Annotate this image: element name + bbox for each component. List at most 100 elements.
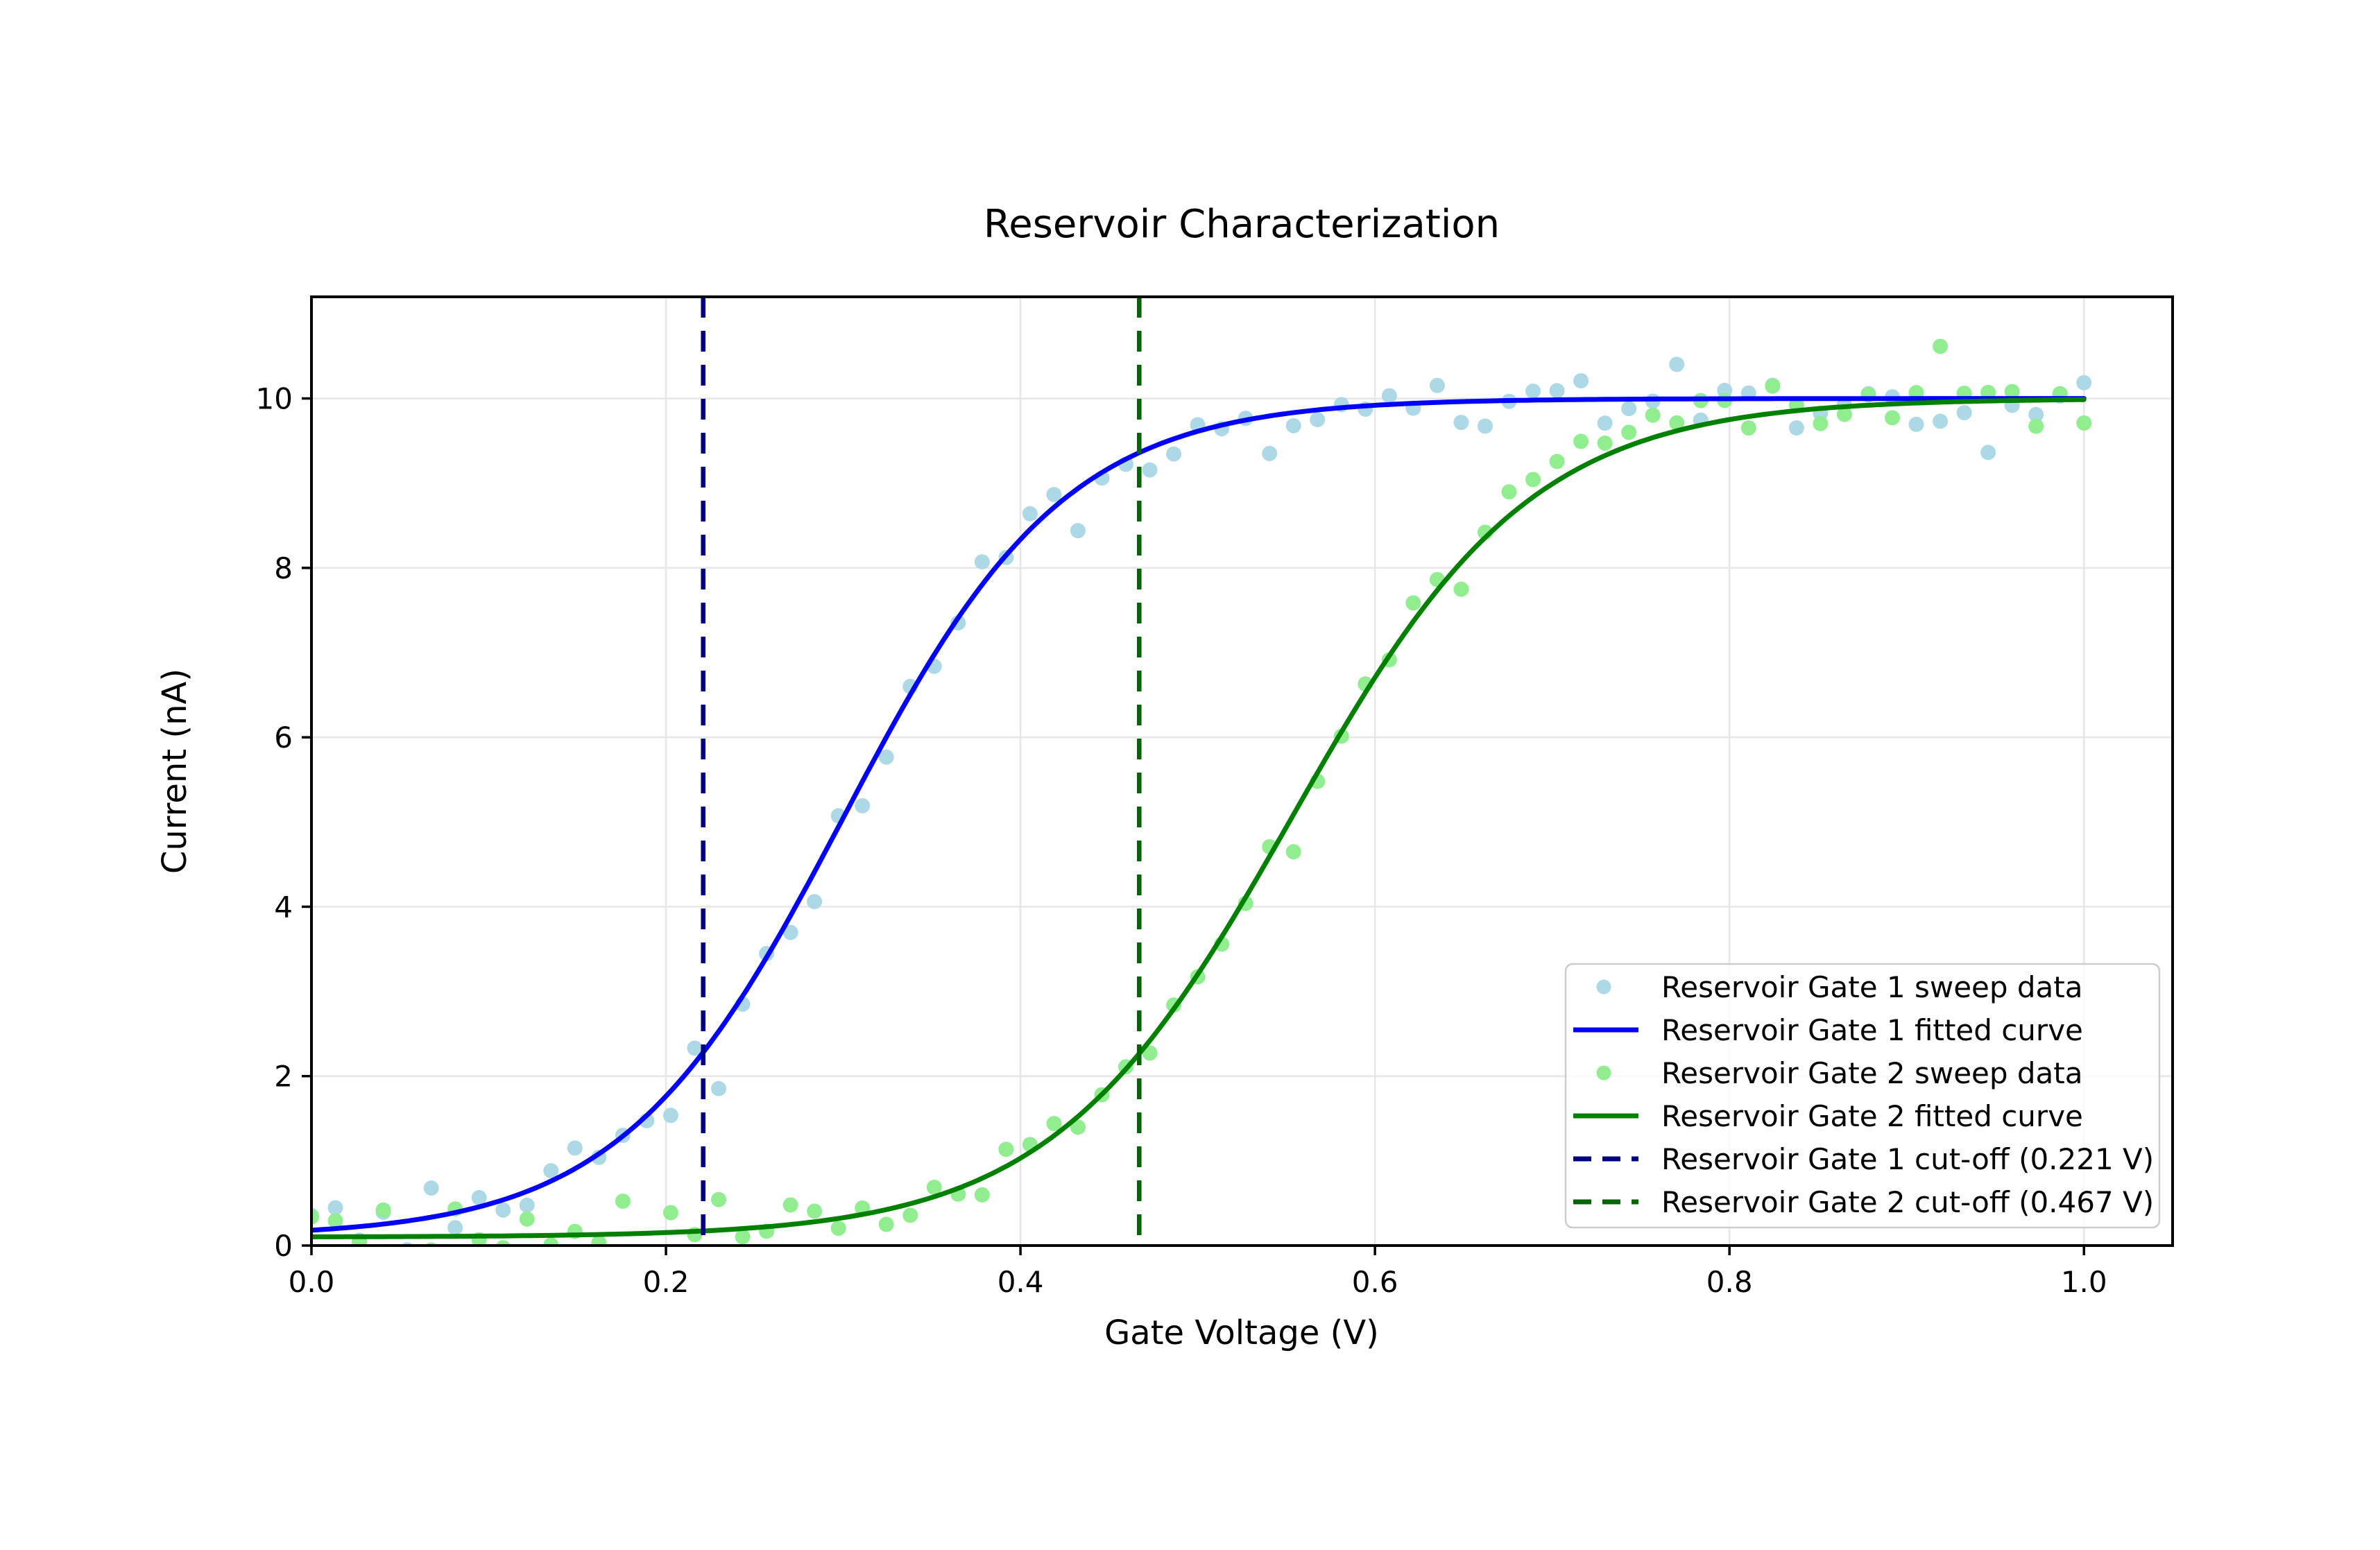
legend-item: Reservoir Gate 1 fitted curve	[1573, 1013, 2083, 1047]
scatter-point	[1621, 401, 1637, 417]
scatter-point	[1310, 411, 1326, 427]
scatter-point	[902, 1207, 918, 1223]
scatter-point	[615, 1194, 631, 1209]
legend-item-label: Reservoir Gate 1 cut-off (0.221 V)	[1661, 1142, 2154, 1176]
legend-item-label: Reservoir Gate 1 fitted curve	[1661, 1013, 2083, 1047]
scatter-point	[1573, 433, 1589, 449]
scatter-point	[1070, 523, 1086, 539]
x-tick-label: 0.6	[1352, 1265, 1398, 1299]
scatter-point	[591, 1234, 607, 1246]
scatter-point	[1285, 844, 1301, 860]
scatter-point	[2028, 418, 2044, 434]
fitted-curve-gate2	[311, 397, 2087, 1239]
scatter-point	[878, 1216, 894, 1232]
scatter-point	[495, 1240, 511, 1246]
scatter-point	[662, 1205, 678, 1221]
scatter-point	[495, 1202, 511, 1218]
scatter-point	[1046, 1116, 1062, 1132]
x-tick-label: 0.4	[998, 1265, 1044, 1299]
scatter-point	[1405, 595, 1421, 611]
scatter-point	[2076, 374, 2092, 390]
scatter-point	[1525, 472, 1541, 488]
scatter-point	[2028, 406, 2044, 422]
scatter-point	[423, 1180, 439, 1196]
legend: Reservoir Gate 1 sweep data Reservoir Gat…	[1564, 963, 2161, 1229]
scatter-point	[1429, 377, 1445, 393]
scatter-point	[1285, 417, 1301, 433]
scatter-point	[711, 1191, 727, 1207]
legend-item-label: Reservoir Gate 2 sweep data	[1661, 1056, 2083, 1090]
tick-layer: 0.0 0.2 0.4 0.6 0.8 1.0 0 2 4 6 8 10	[256, 382, 2107, 1299]
scatter-point	[807, 894, 823, 910]
chart-title: Reservoir Characterization	[984, 202, 1500, 247]
x-tick-label: 0.0	[289, 1265, 335, 1299]
scatter-point	[1597, 436, 1613, 451]
scatter-point	[519, 1197, 535, 1213]
scatter-point	[1573, 373, 1589, 389]
legend-box	[1564, 963, 2161, 1229]
scatter-point	[1980, 445, 1996, 460]
legend-item-label: Reservoir Gate 2 cut-off (0.467 V)	[1661, 1185, 2154, 1219]
y-tick-label: 6	[274, 721, 293, 755]
scatter-point	[311, 1209, 319, 1225]
y-tick-label: 2	[274, 1060, 293, 1094]
scatter-point	[1381, 388, 1397, 404]
scatter-point	[327, 1200, 343, 1216]
scatter-point	[998, 1142, 1014, 1157]
scatter-point	[1765, 378, 1781, 394]
scatter-point	[1669, 356, 1685, 372]
legend-item: Reservoir Gate 2 cut-off (0.467 V)	[1573, 1185, 2154, 1219]
scatter-point	[1453, 581, 1469, 597]
scatter-point	[1549, 454, 1565, 470]
legend-item: Reservoir Gate 2 sweep data	[1596, 1056, 2083, 1090]
scatter-point	[471, 1189, 487, 1205]
fitted-curve-gate1	[311, 396, 2087, 1233]
legend-item-label: Reservoir Gate 2 fitted curve	[1661, 1099, 2083, 1133]
scatter-point	[830, 1220, 846, 1236]
y-tick-label: 8	[274, 551, 293, 585]
legend-marker-dot	[1596, 979, 1611, 994]
legend-item: Reservoir Gate 1 cut-off (0.221 V)	[1573, 1142, 2154, 1176]
x-axis-label: Gate Voltage (V)	[1104, 1314, 1379, 1352]
scatter-point	[1142, 462, 1158, 478]
scatter-point	[974, 554, 990, 570]
y-axis-label: Current (nA)	[155, 669, 194, 874]
scatter-point	[1933, 413, 1949, 429]
scatter-point	[782, 924, 798, 940]
scatter-point	[2004, 384, 2020, 399]
scatter-point	[855, 798, 871, 813]
scatter-point	[1621, 424, 1637, 440]
scatter-point	[662, 1108, 678, 1123]
scatter-point	[375, 1202, 391, 1218]
scatter-point	[1669, 415, 1685, 431]
scatter-point	[447, 1220, 463, 1236]
scatter-point	[974, 1187, 990, 1203]
x-tick-label: 1.0	[2061, 1265, 2107, 1299]
scatter-point	[567, 1140, 583, 1156]
data-layer	[311, 338, 2092, 1246]
scatter-point	[1740, 420, 1756, 436]
scatter-point	[807, 1203, 823, 1219]
scatter-point	[1549, 383, 1565, 399]
y-tick-label: 10	[256, 382, 293, 416]
scatter-point	[519, 1211, 535, 1227]
scatter-point	[878, 749, 894, 765]
scatter-point	[543, 1163, 559, 1179]
scatter-point	[1070, 1119, 1086, 1135]
scatter-point	[1933, 338, 1949, 354]
scatter-point	[1142, 1045, 1158, 1061]
scatter-point	[1477, 418, 1493, 434]
scatter-point	[687, 1040, 703, 1056]
scatter-point	[782, 1197, 798, 1213]
scatter-point	[2076, 415, 2092, 431]
scatter-point	[1453, 415, 1469, 431]
scatter-point	[1813, 415, 1829, 431]
scatter-point	[1022, 506, 1038, 522]
legend-item: Reservoir Gate 2 fitted curve	[1573, 1099, 2083, 1133]
y-tick-label: 0	[274, 1229, 293, 1263]
scatter-point	[926, 1180, 942, 1196]
legend-item: Reservoir Gate 1 sweep data	[1596, 970, 2083, 1004]
x-tick-label: 0.8	[1706, 1265, 1753, 1299]
